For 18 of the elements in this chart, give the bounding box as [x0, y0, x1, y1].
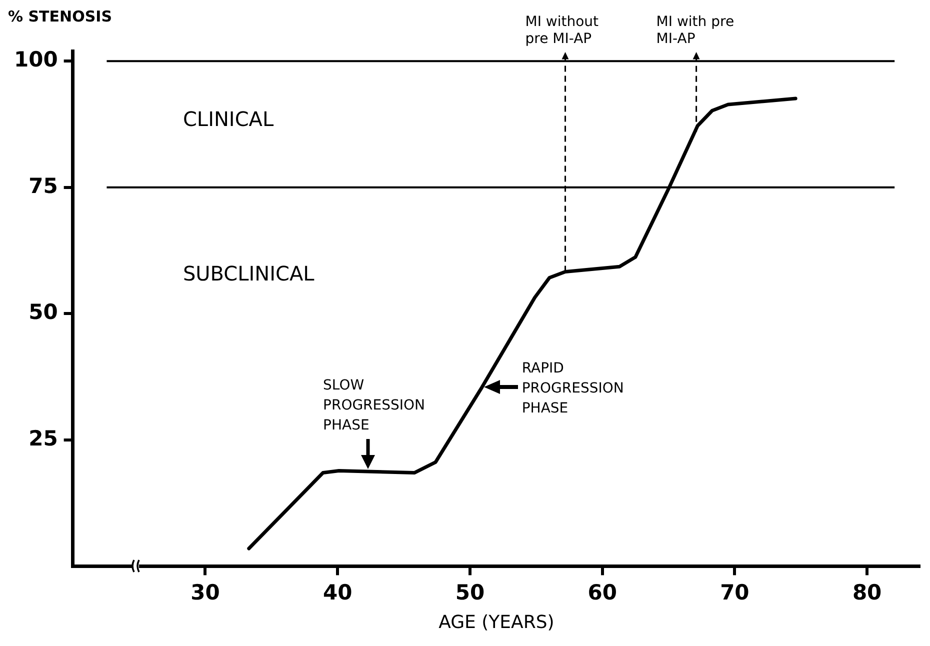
annotation: SLOW PROGRESSION PHASE — [323, 378, 426, 434]
x-axis-title: AGE (YEARS) — [438, 612, 554, 633]
x-tick-label: 40 — [322, 580, 352, 604]
x-tick-label: 30 — [190, 580, 220, 604]
x-tick-label: 80 — [852, 580, 882, 604]
y-tick-label: 25 — [28, 426, 58, 450]
annotation: SUBCLINICAL — [182, 261, 316, 286]
annotation: MI without pre MI-AP — [525, 14, 600, 47]
y-tick-label: 50 — [28, 300, 58, 324]
annotation: CLINICAL — [182, 106, 274, 131]
annotation: RAPID PROGRESSION PHASE — [522, 360, 624, 416]
x-tick-label: 70 — [720, 580, 750, 604]
x-tick-label: 50 — [455, 580, 485, 604]
y-tick-label: 75 — [28, 174, 58, 198]
x-tick-label: 60 — [588, 580, 617, 604]
y-axis-title: % STENOSIS — [8, 7, 112, 26]
y-tick-label: 100 — [14, 48, 58, 72]
annotation: MI with pre MI-AP — [656, 14, 734, 47]
